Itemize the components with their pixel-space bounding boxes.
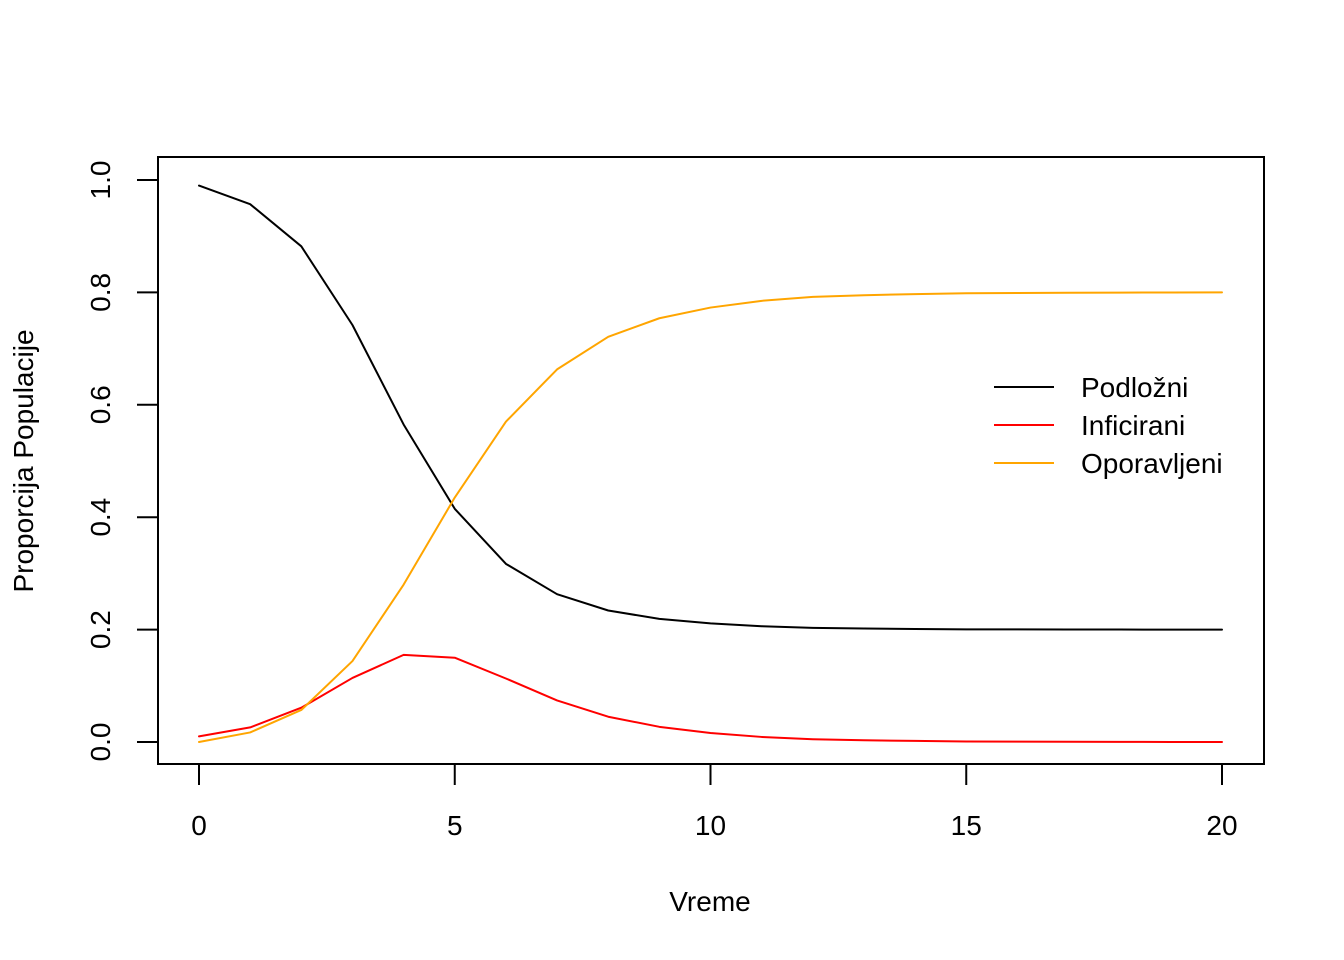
x-tick-label: 20: [1206, 810, 1237, 841]
y-tick-label: 0.2: [85, 610, 116, 649]
x-tick-label: 15: [951, 810, 982, 841]
y-tick-label: 0.8: [85, 273, 116, 312]
legend-label: Podložni: [1081, 372, 1188, 403]
series-line: [198, 291, 1223, 743]
x-tick-label: 0: [191, 810, 207, 841]
legend-label: Oporavljeni: [1081, 448, 1223, 479]
x-axis-title: Vreme: [669, 886, 750, 917]
y-tick-label: 1.0: [85, 161, 116, 200]
x-tick-label: 5: [447, 810, 463, 841]
y-tick-label: 0.6: [85, 385, 116, 424]
x-axis: 0 5 10 15 20: [191, 763, 1238, 841]
y-tick-label: 0.4: [85, 498, 116, 537]
series-line: [198, 184, 1223, 631]
legend: Podložni Inficirani Oporavljeni: [994, 372, 1223, 479]
x-tick-label: 10: [695, 810, 726, 841]
series-layer: [198, 184, 1223, 743]
series-line: [198, 653, 1223, 743]
y-axis-title: Proporcija Populacije: [8, 329, 39, 592]
y-axis: 0.0 0.2 0.4 0.6 0.8 1.0: [85, 161, 159, 762]
y-tick-label: 0.0: [85, 723, 116, 762]
legend-label: Inficirani: [1081, 410, 1185, 441]
